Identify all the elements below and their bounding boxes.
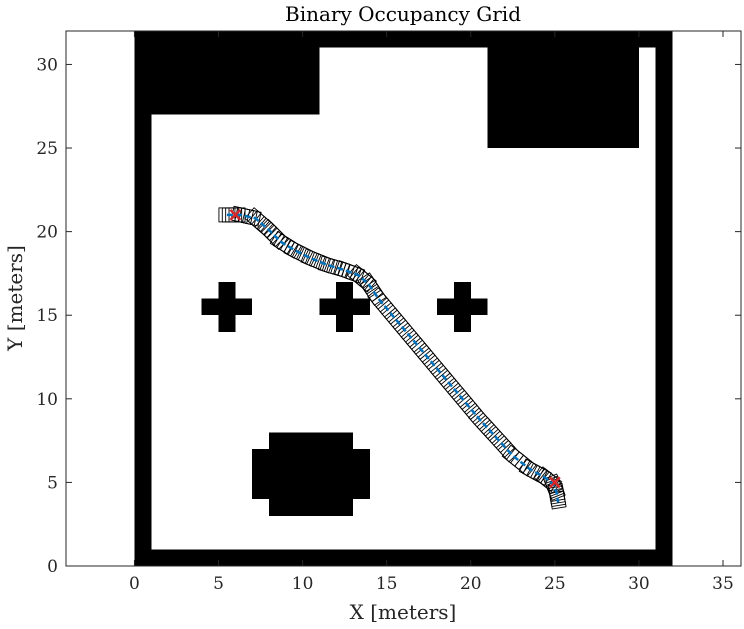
goal-marker-stroke-b: [548, 476, 561, 489]
y-axis-label: Y [meters]: [3, 245, 27, 352]
obstacle-3: [134, 31, 673, 48]
y-tick-labels: 0 5 10 15 20 25 30: [36, 55, 741, 577]
obstacle-7: [218, 281, 236, 332]
start-marker-stroke-b: [229, 209, 242, 221]
goal-marker: [548, 476, 561, 489]
obstacle-13: [252, 448, 370, 500]
footprint-box: [241, 208, 262, 227]
x-tick-label: 0: [129, 574, 140, 594]
start-marker: [229, 209, 242, 221]
obstacle-0: [134, 31, 152, 566]
obstacle-2: [134, 549, 673, 566]
axes-box: [65, 30, 742, 567]
x-tick-label: 25: [544, 574, 566, 594]
obstacle-9: [336, 281, 354, 332]
obstacle-5: [487, 47, 639, 149]
obstacle-11: [453, 281, 471, 332]
x-tick-label: 10: [292, 574, 314, 594]
x-axis-label: X [meters]: [350, 600, 457, 624]
x-tick-label: 30: [628, 574, 650, 594]
y-tick-label: 20: [36, 223, 58, 243]
y-tick-label: 10: [36, 390, 58, 410]
path-line: [226, 213, 560, 503]
y-tick-label: 15: [36, 306, 58, 326]
obstacle-4: [151, 47, 320, 115]
x-tick-label: 35: [712, 574, 734, 594]
y-tick-label: 0: [47, 557, 58, 577]
x-tick-label: 15: [376, 574, 398, 594]
plot-area: [65, 30, 742, 567]
chart-title: Binary Occupancy Grid: [285, 2, 521, 26]
y-tick-label: 25: [36, 139, 58, 159]
y-tick-label: 30: [36, 55, 58, 75]
x-tick-labels: 0 5 10 15 20 25 30 35: [129, 31, 734, 594]
x-tick-label: 20: [460, 574, 482, 594]
y-tick-label: 5: [47, 473, 58, 493]
obstacle-1: [655, 31, 673, 566]
x-tick-label: 5: [213, 574, 224, 594]
